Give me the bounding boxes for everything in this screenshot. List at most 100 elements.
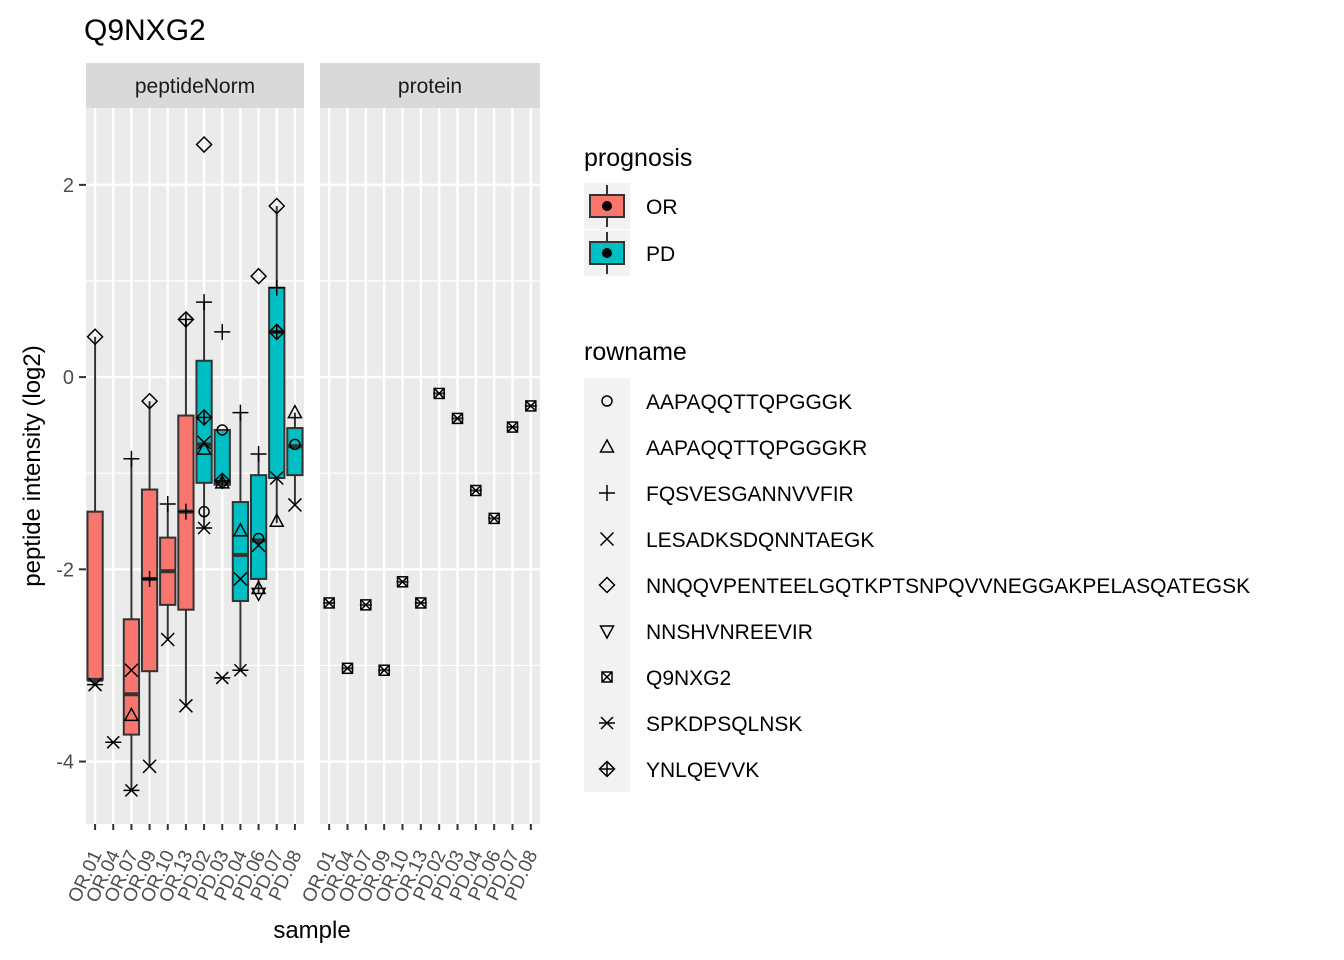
- data-point-mark: [142, 759, 157, 774]
- protein-point-mark-mark: [525, 400, 537, 412]
- data-point: [177, 310, 195, 328]
- protein-point: [451, 412, 464, 425]
- data-point-mark: [216, 424, 228, 436]
- box: [268, 286, 286, 480]
- data-point: [232, 522, 249, 537]
- legend-key-diamond-icon: [598, 576, 616, 594]
- legend-item-label: NNQQVPENTEELGQTKPTSNPQVVNEGGAKPELASQATEG…: [646, 575, 1250, 598]
- legend-key-square-cross-icon: [601, 671, 613, 683]
- protein-point-mark-mark: [525, 400, 537, 412]
- legend-item-label: NNSHVNREEVIR: [646, 621, 813, 644]
- protein-point-mark-mark: [470, 484, 482, 497]
- facet-panel-protein: protein: [320, 63, 540, 824]
- data-point-mark: [160, 632, 175, 647]
- protein-point-mark-mark: [451, 412, 464, 424]
- data-point: [159, 495, 176, 512]
- protein-point-mark-mark: [433, 387, 445, 399]
- data-point: [250, 587, 267, 602]
- legend-item-pd: PD: [584, 230, 675, 276]
- protein-point-mark-mark: [323, 597, 335, 609]
- data-point: [269, 470, 284, 486]
- data-point-mark: [287, 404, 303, 419]
- protein-point: [341, 662, 354, 675]
- legend-key-square-cross-icon-mark: [601, 671, 613, 683]
- data-point: [105, 735, 122, 749]
- legend-key-circle-icon: [601, 395, 613, 407]
- protein-point-mark-mark: [488, 512, 500, 525]
- panel-background: [86, 108, 304, 824]
- legend-item-label: YNLQEVVK: [646, 759, 759, 782]
- data-point: [251, 538, 266, 553]
- box: [86, 510, 104, 681]
- data-point: [177, 503, 194, 520]
- legend-key-triangle-down-icon-mark: [599, 625, 615, 640]
- chart-title: Q9NXG2: [84, 14, 206, 47]
- legend-key-square-cross-icon-mark: [601, 671, 613, 683]
- protein-point-mark: [525, 400, 537, 412]
- data-point: [142, 759, 157, 774]
- protein-point: [433, 387, 446, 400]
- data-point-mark: [178, 698, 193, 713]
- protein-point: [469, 484, 482, 497]
- legend-item: SPKDPSQLNSK: [599, 713, 802, 736]
- data-point-mark: [268, 197, 286, 215]
- data-point: [196, 521, 213, 535]
- data-point: [123, 783, 140, 797]
- protein-point-mark-mark: [360, 599, 372, 611]
- legend-key-dot: [602, 248, 612, 258]
- legend-item: AAPAQQTTQPGGGKR: [599, 437, 867, 460]
- data-point: [214, 323, 231, 340]
- data-point: [198, 505, 210, 518]
- data-point-mark: [196, 440, 212, 455]
- facet-strip-label: peptideNorm: [135, 75, 255, 98]
- data-point: [141, 392, 159, 410]
- protein-point-mark-mark: [323, 597, 335, 609]
- protein-point-mark: [396, 576, 409, 588]
- data-point-mark: [141, 392, 159, 410]
- x-axis-label: sample: [273, 917, 350, 944]
- protein-point-mark-mark: [396, 576, 409, 588]
- facet-strip: [86, 63, 304, 108]
- data-point: [268, 279, 285, 296]
- protein-point-mark-mark: [341, 662, 354, 674]
- data-point: [233, 571, 248, 586]
- data-point-mark: [251, 538, 266, 553]
- data-point: [216, 424, 228, 436]
- protein-point-mark-mark: [396, 576, 409, 588]
- legend-key-cross-icon-mark: [599, 531, 615, 547]
- data-point-mark: [86, 328, 104, 346]
- protein-point-mark: [506, 421, 519, 433]
- box: [122, 618, 141, 736]
- protein-point: [506, 421, 519, 433]
- data-point-mark: [289, 438, 301, 451]
- y-tick-label: 2: [63, 175, 74, 197]
- data-point-mark: [250, 587, 267, 602]
- data-point: [196, 294, 213, 311]
- legend-title: prognosis: [584, 144, 692, 172]
- legend-item: LESADKSDQNNTAEGK: [599, 529, 874, 552]
- protein-point: [414, 597, 427, 609]
- legend-prognosis: prognosis OR PD: [584, 144, 692, 276]
- y-axis: -4 -2 0 2: [56, 175, 86, 774]
- protein-point: [323, 597, 336, 609]
- y-tick-label: -4: [56, 752, 74, 774]
- protein-point-mark-mark: [506, 421, 519, 433]
- protein-point: [359, 599, 372, 611]
- data-point: [232, 404, 249, 421]
- data-point: [124, 663, 139, 678]
- data-point: [268, 512, 285, 528]
- legend-key-triangle-icon-mark: [599, 438, 615, 453]
- protein-point: [488, 512, 501, 525]
- protein-point-mark: [470, 484, 482, 497]
- legend-item: YNLQEVVK: [598, 759, 759, 782]
- data-point: [289, 438, 301, 451]
- data-point-mark: [197, 521, 211, 535]
- data-point-mark: [198, 505, 210, 518]
- box: [249, 474, 268, 580]
- boxplot: [159, 503, 177, 640]
- data-point-mark: [232, 522, 249, 537]
- legend-item: NNQQVPENTEELGQTKPTSNPQVVNEGGAKPELASQATEG…: [598, 575, 1250, 598]
- legend-key-dot: [602, 201, 612, 211]
- data-point: [268, 197, 286, 215]
